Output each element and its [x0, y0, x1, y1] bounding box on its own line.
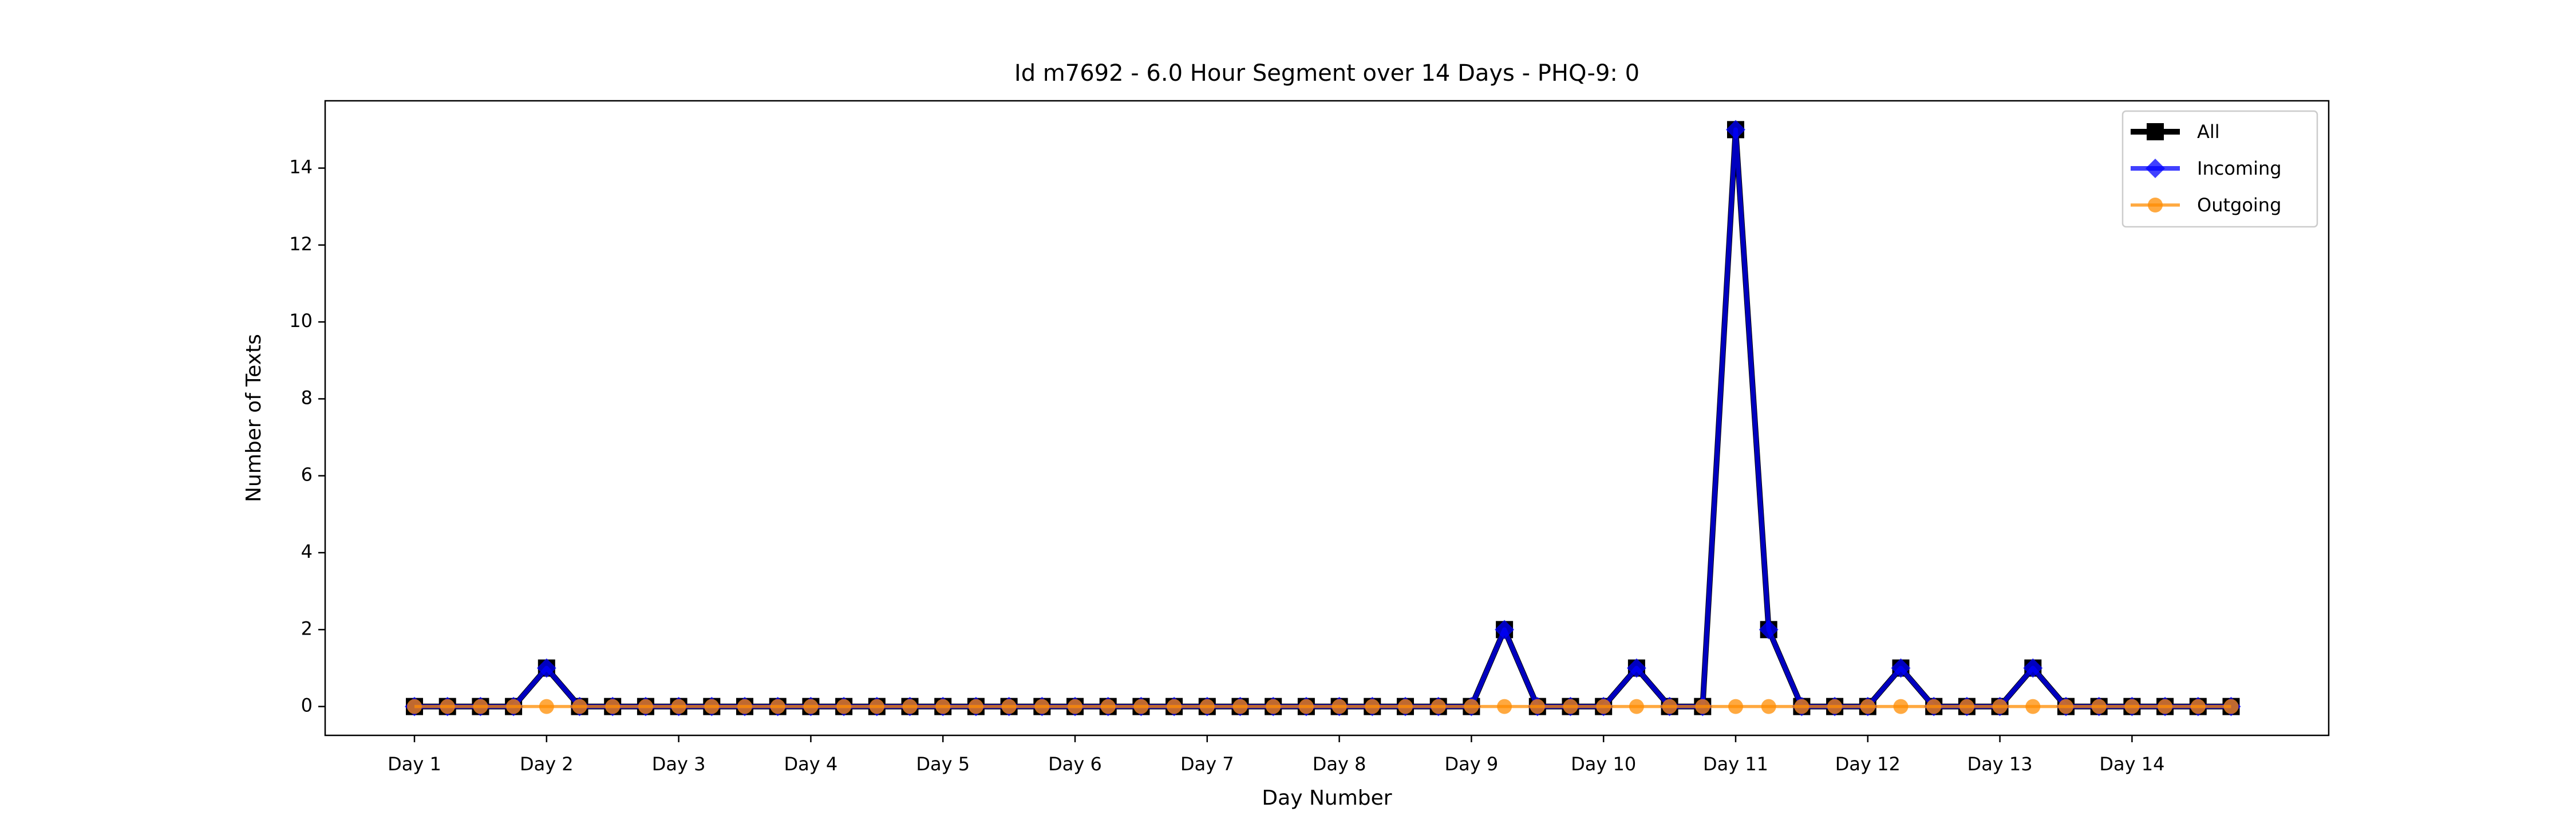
marker-circle: [1232, 699, 1248, 714]
marker-circle: [1001, 699, 1017, 714]
x-tick-label: Day 6: [1048, 753, 1102, 775]
legend-label: All: [2197, 121, 2220, 143]
x-tick-label: Day 4: [784, 753, 838, 775]
marker-circle: [1893, 699, 1909, 714]
marker-circle: [572, 699, 587, 714]
x-tick-label: Day 5: [916, 753, 970, 775]
marker-circle: [1497, 699, 1512, 714]
marker-circle: [1860, 699, 1875, 714]
marker-circle: [1167, 699, 1182, 714]
marker-circle: [1728, 699, 1743, 714]
marker-circle: [539, 699, 554, 714]
marker-circle: [1298, 699, 1314, 714]
legend-label: Incoming: [2197, 157, 2282, 179]
marker-circle: [2223, 699, 2239, 714]
x-tick-label: Day 2: [520, 753, 574, 775]
marker-diamond: [1891, 658, 1911, 678]
marker-circle: [1034, 699, 1050, 714]
y-tick-label: 4: [301, 541, 313, 562]
x-tick-label: Day 3: [652, 753, 706, 775]
marker-circle: [638, 699, 653, 714]
x-tick-label: Day 9: [1445, 753, 1499, 775]
legend-box: [2121, 110, 2318, 228]
marker-circle: [935, 699, 951, 714]
marker-circle: [1199, 699, 1215, 714]
marker-circle: [2059, 699, 2073, 714]
marker-circle: [1695, 699, 1710, 714]
legend: All Incoming Outgoing: [2121, 110, 2318, 228]
marker-circle: [2190, 699, 2206, 714]
x-tick-label: Day 1: [388, 753, 441, 775]
marker-circle: [1266, 699, 1281, 714]
marker-circle: [1530, 699, 1545, 714]
x-tick-label: Day 11: [1703, 753, 1768, 775]
marker-circle: [968, 699, 983, 714]
marker-circle: [1794, 699, 1809, 714]
x-tick-label: Day 12: [1835, 753, 1901, 775]
y-tick-label: 0: [301, 695, 313, 716]
marker-diamond: [1759, 620, 1779, 640]
marker-circle: [1761, 699, 1776, 714]
y-tick-label: 14: [289, 156, 313, 178]
marker-circle: [2158, 699, 2173, 714]
y-tick-label: 12: [289, 233, 313, 255]
marker-circle: [440, 699, 455, 714]
marker-circle: [506, 699, 521, 714]
y-tick-label: 2: [301, 617, 313, 639]
marker-circle: [1133, 699, 1149, 714]
marker-circle: [2124, 699, 2140, 714]
marker-diamond: [2146, 159, 2165, 178]
marker-circle: [1100, 699, 1116, 714]
marker-circle: [1068, 699, 1082, 714]
plot-frame: [324, 100, 2330, 737]
marker-circle: [1926, 699, 1942, 714]
x-tick-label: Day 14: [2099, 753, 2164, 775]
marker-circle: [803, 699, 819, 714]
marker-circle: [1398, 699, 1413, 714]
marker-circle: [2091, 699, 2107, 714]
marker-circle: [407, 699, 422, 714]
marker-circle: [1629, 699, 1644, 714]
marker-circle: [2025, 699, 2041, 714]
marker-circle: [1992, 699, 2008, 714]
marker-diamond: [2023, 658, 2043, 678]
marker-circle: [473, 699, 488, 714]
y-tick-label: 8: [301, 387, 313, 408]
marker-circle: [1365, 699, 1380, 714]
marker-circle: [1959, 699, 1974, 714]
marker-square: [2147, 123, 2164, 140]
marker-circle: [1431, 699, 1446, 714]
marker-circle: [1662, 699, 1677, 714]
marker-circle: [1464, 699, 1479, 714]
marker-circle: [836, 699, 852, 714]
y-tick-label: 6: [301, 464, 313, 486]
marker-circle: [1827, 699, 1843, 714]
marker-circle: [1332, 699, 1347, 714]
x-axis-label: Day Number: [1262, 786, 1392, 810]
legend-label: Outgoing: [2197, 194, 2281, 216]
x-tick-label: Day 10: [1571, 753, 1636, 775]
marker-diamond: [1495, 620, 1515, 640]
marker-diamond: [1626, 658, 1646, 678]
marker-circle: [2148, 198, 2163, 212]
x-tick-label: Day 7: [1180, 753, 1234, 775]
marker-circle: [704, 699, 720, 714]
marker-circle: [737, 699, 752, 714]
marker-circle: [770, 699, 785, 714]
marker-circle: [1563, 699, 1578, 714]
marker-circle: [605, 699, 621, 714]
marker-diamond: [1726, 120, 1745, 140]
marker-circle: [869, 699, 884, 714]
marker-diamond: [536, 658, 556, 678]
chart-title: Id m7692 - 6.0 Hour Segment over 14 Days…: [1014, 60, 1639, 86]
marker-circle: [902, 699, 918, 714]
x-tick-label: Day 13: [1967, 753, 2033, 775]
marker-circle: [1596, 699, 1611, 714]
marker-circle: [671, 699, 686, 714]
x-tick-label: Day 8: [1313, 753, 1366, 775]
y-tick-label: 10: [289, 310, 313, 332]
y-axis-label: Number of Texts: [242, 334, 266, 502]
